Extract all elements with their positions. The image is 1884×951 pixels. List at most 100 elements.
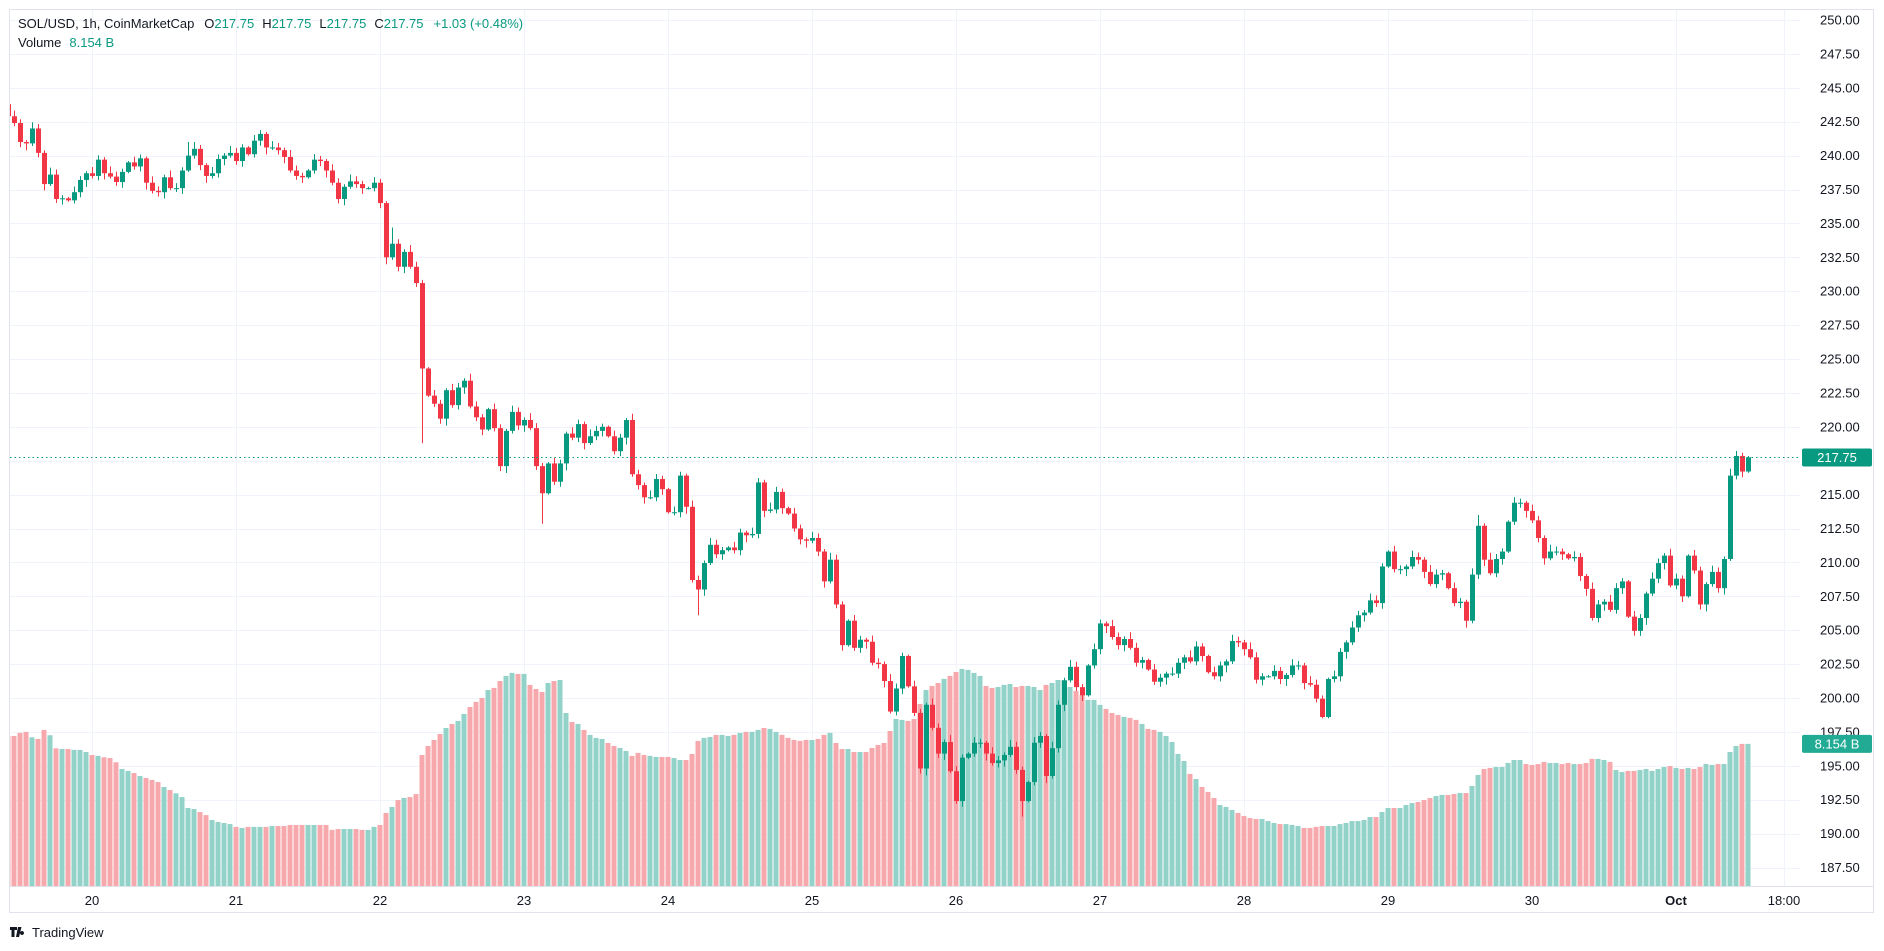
candle-body <box>1248 649 1253 658</box>
candle-body <box>1356 615 1361 628</box>
candle-body <box>978 742 983 744</box>
volume-bar <box>893 718 899 886</box>
candle-body <box>1386 551 1391 567</box>
candle-body <box>1464 601 1469 621</box>
volume-bar <box>875 744 881 886</box>
candle-body <box>1596 604 1601 618</box>
volume-bar <box>995 687 1001 886</box>
symbol-title[interactable]: SOL/USD, 1h, CoinMarketCap <box>18 16 195 31</box>
candle-body <box>1440 573 1445 575</box>
volume-bar <box>173 793 179 886</box>
volume-bar <box>203 815 209 886</box>
volume-bar <box>617 747 623 886</box>
volume-bar <box>1253 818 1259 886</box>
tradingview-brand-text: TradingView <box>32 925 104 940</box>
candle-body <box>1212 672 1217 677</box>
volume-bar <box>365 829 371 886</box>
candle-body <box>84 173 89 181</box>
candle-body <box>1296 665 1301 667</box>
volume-bar <box>1355 821 1361 886</box>
volume-bar <box>623 750 629 886</box>
volume-bar <box>1031 687 1037 886</box>
volume-bar <box>971 672 977 886</box>
candle-body <box>720 550 725 555</box>
volume-bar <box>983 685 989 886</box>
volume-bar <box>1151 729 1157 886</box>
volume-bar <box>113 762 119 886</box>
volume-bar <box>521 673 527 886</box>
candle-body <box>270 147 275 149</box>
candle-body <box>1302 665 1307 684</box>
candle-body <box>1728 475 1733 560</box>
candle-body <box>1488 559 1493 574</box>
volume-bar <box>1289 824 1295 886</box>
time-tick-label: 22 <box>373 893 387 908</box>
volume-label[interactable]: Volume <box>18 35 62 50</box>
candle-body <box>1566 554 1571 559</box>
volume-bar <box>857 752 863 886</box>
volume-bar <box>1673 767 1679 886</box>
time-axis[interactable]: 20 21 22 23 24 25 26 27 28 29 30 Oct 18:00 <box>85 893 1801 908</box>
volume-bar <box>89 755 95 886</box>
candle-body <box>678 475 683 513</box>
high-value: 217.75 <box>271 16 312 31</box>
candle-body <box>714 544 719 555</box>
tradingview-logo[interactable]: TradingView <box>10 925 104 940</box>
volume-bar <box>1313 826 1319 886</box>
volume-bar <box>1001 684 1007 886</box>
volume-bar <box>1121 716 1127 886</box>
candle-body <box>816 537 821 552</box>
candle-body <box>450 390 455 406</box>
candle-body <box>426 368 431 396</box>
volume-bar <box>569 721 575 886</box>
volume-bar <box>197 812 203 886</box>
volume-bar <box>1667 765 1673 886</box>
candle-body <box>30 128 35 144</box>
volume-bar <box>539 691 545 886</box>
volume-bar <box>1595 758 1601 886</box>
volume-bar <box>887 731 893 886</box>
candle-body <box>990 753 995 764</box>
candle-body <box>198 148 203 166</box>
volume-bar <box>65 749 71 886</box>
volume-bar <box>1643 768 1649 886</box>
volume-bar <box>659 756 665 886</box>
volume-bar <box>1613 770 1619 886</box>
open-value: 217.75 <box>214 16 255 31</box>
high-label: H <box>262 16 272 31</box>
candle-body <box>150 182 155 191</box>
candle-body <box>1602 601 1607 605</box>
volume-bar <box>143 777 149 886</box>
candle-body <box>1656 563 1661 579</box>
volume-bar <box>563 712 569 886</box>
volume-bar <box>191 809 197 886</box>
volume-bar <box>1061 679 1067 886</box>
volume-bar <box>1529 764 1535 886</box>
volume-bar <box>1379 812 1385 886</box>
candle-body <box>726 547 731 551</box>
volume-bar <box>401 797 407 886</box>
candle-body <box>822 551 827 582</box>
candle-body <box>648 497 653 499</box>
candle-body <box>1110 626 1115 637</box>
candle-body <box>1224 661 1229 666</box>
volume-bar <box>101 757 107 886</box>
candle-body <box>240 147 245 162</box>
candle-body <box>834 559 839 605</box>
candle-body <box>108 173 113 177</box>
price-tick-label: 202.50 <box>1820 657 1860 672</box>
candle-body <box>930 704 935 728</box>
candle-body <box>1278 670 1283 680</box>
candle-body <box>486 409 491 430</box>
candle-body <box>690 506 695 581</box>
candle-body <box>792 513 797 529</box>
volume-bar <box>809 740 815 886</box>
volume-bar <box>587 734 593 886</box>
candle-body <box>798 528 803 540</box>
candle-body <box>1542 537 1547 559</box>
candle-body <box>1152 669 1157 682</box>
volume-bar <box>899 719 905 886</box>
candle-body <box>1056 704 1061 749</box>
volume-bar <box>323 824 329 886</box>
